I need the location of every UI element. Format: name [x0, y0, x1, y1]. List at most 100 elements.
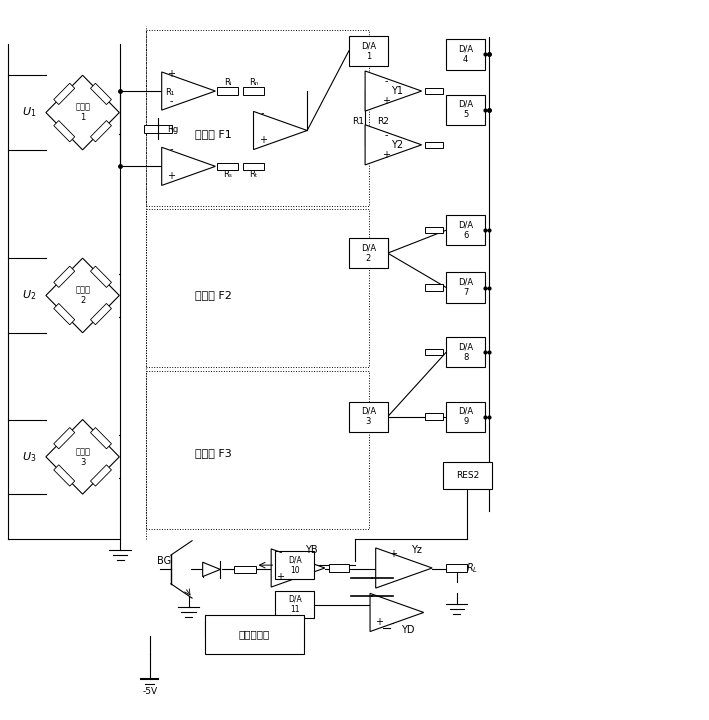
Text: D/A
5: D/A 5: [458, 100, 474, 120]
Text: +: +: [259, 135, 267, 145]
Polygon shape: [162, 72, 216, 110]
Text: +: +: [382, 96, 390, 106]
Text: +: +: [389, 549, 397, 559]
Bar: [54, 266, 74, 287]
Bar: [91, 303, 111, 325]
Text: 传感器
3: 传感器 3: [75, 447, 90, 467]
Bar: [91, 84, 111, 104]
Text: 传感器
2: 传感器 2: [75, 286, 90, 305]
FancyBboxPatch shape: [349, 402, 388, 432]
Polygon shape: [254, 112, 307, 150]
Bar: [329, 564, 349, 572]
Text: D/A
8: D/A 8: [458, 343, 474, 362]
Text: D/A
7: D/A 7: [458, 278, 474, 297]
Text: R1: R1: [352, 117, 364, 127]
Polygon shape: [46, 420, 119, 494]
Text: -: -: [279, 547, 282, 557]
Text: Y2: Y2: [391, 140, 403, 150]
Text: D/A
11: D/A 11: [288, 595, 302, 614]
Text: +: +: [375, 616, 384, 626]
Bar: [217, 87, 238, 94]
Polygon shape: [370, 593, 424, 631]
Text: D/A
3: D/A 3: [361, 407, 376, 426]
Text: +: +: [167, 171, 175, 181]
Bar: [91, 465, 111, 486]
Text: 微型计算机: 微型计算机: [239, 629, 270, 639]
Text: -: -: [384, 76, 388, 86]
Bar: [425, 142, 443, 148]
FancyBboxPatch shape: [443, 462, 492, 489]
FancyBboxPatch shape: [275, 591, 314, 618]
Text: D/A
4: D/A 4: [458, 45, 474, 64]
Text: Y1: Y1: [391, 86, 403, 96]
Text: D/A
1: D/A 1: [361, 41, 376, 60]
Text: +: +: [382, 150, 390, 160]
Bar: [243, 163, 264, 170]
Text: -: -: [169, 96, 172, 106]
Bar: [91, 120, 111, 142]
Text: $U_1$: $U_1$: [23, 106, 37, 120]
Text: Rₜ: Rₜ: [250, 171, 257, 179]
Bar: [425, 413, 443, 420]
Bar: [54, 465, 74, 486]
Polygon shape: [162, 148, 216, 186]
Bar: [446, 564, 467, 572]
Bar: [425, 349, 443, 356]
FancyBboxPatch shape: [446, 402, 485, 432]
Text: D/A
2: D/A 2: [361, 243, 376, 263]
Bar: [425, 284, 443, 291]
Text: Yz: Yz: [411, 545, 422, 555]
Bar: [425, 88, 443, 94]
Text: R2: R2: [376, 117, 389, 127]
Text: 放大器 F1: 放大器 F1: [195, 129, 232, 139]
Text: -: -: [261, 108, 264, 118]
Polygon shape: [376, 548, 432, 588]
Polygon shape: [46, 76, 119, 150]
Text: Rₙ: Rₙ: [249, 78, 258, 87]
Text: +: +: [277, 572, 284, 582]
Text: BG: BG: [157, 556, 171, 566]
Text: -5V: -5V: [142, 687, 157, 696]
FancyBboxPatch shape: [446, 94, 485, 125]
Polygon shape: [203, 562, 220, 577]
Bar: [217, 163, 238, 170]
FancyBboxPatch shape: [446, 272, 485, 302]
Text: YD: YD: [401, 626, 414, 635]
Polygon shape: [271, 549, 325, 587]
Text: -: -: [377, 592, 381, 601]
Bar: [243, 87, 264, 94]
Text: 放大器 F2: 放大器 F2: [195, 290, 232, 300]
FancyBboxPatch shape: [349, 36, 388, 66]
Text: Rᵢ: Rᵢ: [224, 78, 231, 87]
Text: -: -: [169, 144, 172, 154]
Bar: [54, 120, 74, 142]
FancyBboxPatch shape: [275, 552, 314, 579]
Bar: [91, 428, 111, 449]
Polygon shape: [365, 125, 422, 165]
Text: +: +: [167, 68, 175, 78]
Text: D/A
9: D/A 9: [458, 407, 474, 426]
Bar: [235, 566, 256, 573]
Text: RES2: RES2: [456, 471, 479, 480]
Text: YB: YB: [305, 545, 318, 555]
Polygon shape: [365, 71, 422, 111]
Bar: [144, 125, 172, 133]
Text: -: -: [384, 130, 388, 140]
Text: 传感器
1: 传感器 1: [75, 103, 90, 122]
FancyBboxPatch shape: [446, 215, 485, 246]
Bar: [54, 428, 74, 449]
Text: D/A
10: D/A 10: [288, 555, 302, 575]
Bar: [54, 303, 74, 325]
FancyBboxPatch shape: [446, 337, 485, 367]
Bar: [91, 266, 111, 287]
Text: Rg: Rg: [167, 125, 179, 133]
Text: $R_L$: $R_L$: [466, 561, 478, 575]
Text: $U_3$: $U_3$: [23, 450, 37, 464]
FancyBboxPatch shape: [205, 615, 303, 654]
FancyBboxPatch shape: [349, 238, 388, 268]
Polygon shape: [46, 258, 119, 333]
Text: Rₛ: Rₛ: [223, 171, 232, 179]
Bar: [425, 227, 443, 233]
Text: $U_2$: $U_2$: [23, 289, 37, 302]
Bar: [54, 84, 74, 104]
